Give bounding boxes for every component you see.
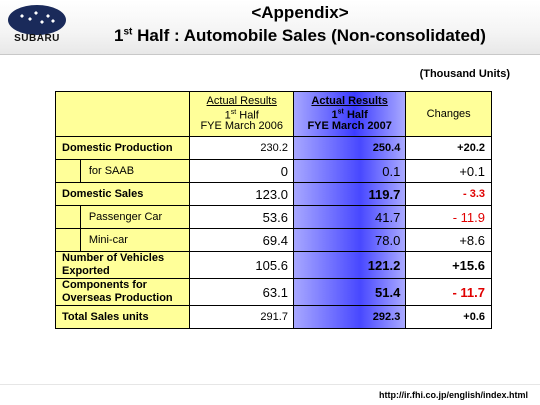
cell-prev: 105.6 [189, 251, 294, 279]
cell-curr: 292.3 [292, 305, 407, 329]
table-row: Mini-car 69.4 78.0 +8.6 [55, 228, 492, 252]
row-label: Domestic Sales [54, 182, 191, 206]
table-row: Domestic Production 230.2 250.4 +20.2 [54, 136, 492, 160]
cell-change: +0.1 [405, 159, 492, 183]
cell-curr: 51.4 [292, 278, 407, 306]
row-label: Total Sales units [54, 305, 191, 329]
sales-table: Actual Results 1st Half FYE March 2006 A… [54, 91, 492, 329]
indent-cell [55, 228, 81, 252]
cell-curr: 250.4 [292, 136, 407, 160]
column-header-fye2007: Actual Results 1st Half FYE March 2007 [292, 91, 407, 137]
table-row: Domestic Sales 123.0 119.7 - 3.3 [54, 182, 492, 206]
table-row: for SAAB 0 0.1 +0.1 [55, 159, 492, 183]
column-header-fye2006: Actual Results 1st Half FYE March 2006 [189, 91, 294, 137]
table-row: Passenger Car 53.6 41.7 - 11.9 [55, 205, 492, 229]
cell-change: +0.6 [405, 305, 492, 329]
row-label: Components for Overseas Production [54, 278, 191, 306]
cell-curr: 0.1 [292, 159, 407, 183]
cell-curr: 78.0 [292, 228, 407, 252]
cell-prev: 230.2 [189, 136, 294, 160]
cell-change: - 3.3 [405, 182, 492, 206]
cell-prev: 0 [189, 159, 294, 183]
cell-prev: 53.6 [189, 205, 294, 229]
table-row: Components for Overseas Production 63.1 5… [54, 278, 492, 306]
cell-change: +20.2 [405, 136, 492, 160]
cell-prev: 123.0 [189, 182, 294, 206]
footer-url: http://ir.fhi.co.jp/english/index.html [378, 390, 528, 400]
slide-title-appendix: <Appendix> [251, 3, 349, 22]
row-label: for SAAB [79, 159, 191, 183]
row-label: Mini-car [79, 228, 191, 252]
cell-change: - 11.7 [405, 278, 492, 306]
cell-change: +8.6 [405, 228, 492, 252]
table-row: Number of Vehicles Exported 105.6 121.2 +… [54, 251, 492, 279]
indent-cell [55, 205, 81, 229]
row-label: Domestic Production [54, 136, 191, 160]
slide-header: SUBARU <Appendix> 1st Half : Automobile … [0, 0, 540, 55]
indent-cell [55, 159, 81, 183]
slide-title: 1st Half : Automobile Sales (Non-consoli… [114, 26, 486, 45]
subaru-logo-icon [8, 5, 66, 35]
cell-change: - 11.9 [405, 205, 492, 229]
column-header-changes: Changes [405, 91, 492, 137]
row-label: Number of Vehicles Exported [54, 251, 191, 279]
cell-prev: 69.4 [189, 228, 294, 252]
row-label: Passenger Car [79, 205, 191, 229]
cell-prev: 291.7 [189, 305, 294, 329]
header-corner [54, 91, 191, 137]
units-label: (Thousand Units) [419, 68, 510, 80]
cell-prev: 63.1 [189, 278, 294, 306]
cell-change: +15.6 [405, 251, 492, 279]
cell-curr: 119.7 [292, 182, 407, 206]
brand-wordmark: SUBARU [14, 33, 60, 44]
cell-curr: 121.2 [292, 251, 407, 279]
table-header-row: Actual Results 1st Half FYE March 2006 A… [54, 91, 492, 137]
table-row: Total Sales units 291.7 292.3 +0.6 [54, 305, 492, 329]
footer-divider [0, 384, 540, 385]
cell-curr: 41.7 [292, 205, 407, 229]
